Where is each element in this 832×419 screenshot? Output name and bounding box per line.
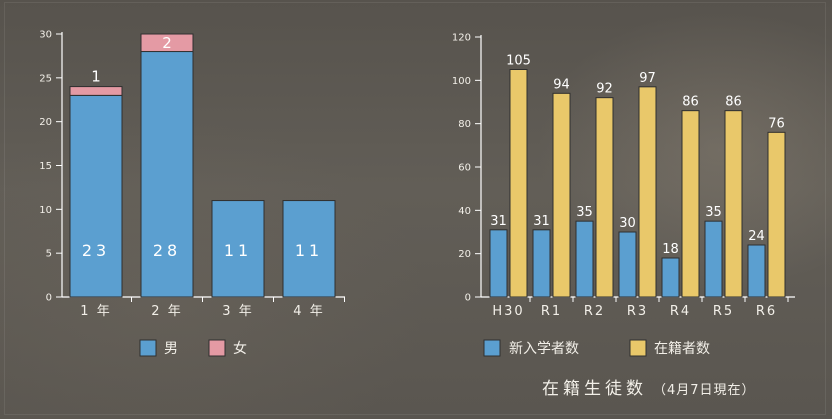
y-tick-label: 0 bbox=[46, 293, 52, 304]
bar-enrolled bbox=[595, 97, 614, 298]
bar-enrolled bbox=[681, 110, 700, 298]
legend-label-female: 女 bbox=[233, 340, 247, 357]
x-tick-label: R5 bbox=[713, 304, 734, 319]
x-tick-label: 4 年 bbox=[293, 304, 324, 319]
x-tick-label: 3 年 bbox=[222, 304, 253, 319]
data-label-female: 1 bbox=[91, 68, 101, 86]
y-tick-label: 20 bbox=[39, 117, 52, 128]
bar-new-students bbox=[618, 231, 637, 298]
y-tick-label: 100 bbox=[452, 76, 471, 87]
bar-new-students bbox=[575, 220, 594, 298]
caption-title: 在籍生徒数 bbox=[542, 379, 647, 399]
bar-male bbox=[211, 200, 265, 298]
bar-enrolled bbox=[509, 69, 528, 298]
bar-new-students bbox=[661, 257, 680, 298]
bar-enrolled bbox=[552, 92, 571, 298]
y-tick-label: 25 bbox=[39, 73, 52, 84]
data-label-male: 23 bbox=[82, 241, 110, 260]
data-label-enrolled: 92 bbox=[596, 82, 613, 97]
data-label-new-students: 24 bbox=[748, 229, 765, 244]
y-tick-label: 120 bbox=[452, 33, 471, 44]
x-tick-label: 1 年 bbox=[80, 304, 111, 319]
data-label-male: 11 bbox=[295, 241, 323, 260]
bar-new-students bbox=[532, 229, 551, 298]
y-tick-label: 10 bbox=[39, 205, 52, 216]
figure-frame bbox=[4, 2, 826, 415]
bar-female bbox=[140, 33, 194, 53]
chart-yearly-enrollment: 0 20 40 60 80 100 120 31 105 H30 31 94 R1 35 92 R2 30 97 R… bbox=[452, 33, 795, 357]
x-tick-label: 2 年 bbox=[151, 304, 182, 319]
bar-enrolled bbox=[638, 86, 657, 298]
x-tick-label: R1 bbox=[541, 304, 562, 319]
x-tick-label: H30 bbox=[492, 304, 524, 319]
data-label-enrolled: 94 bbox=[553, 77, 570, 92]
data-label-new-students: 31 bbox=[490, 214, 507, 229]
data-label-enrolled: 86 bbox=[682, 95, 699, 110]
bar-female bbox=[69, 86, 123, 96]
y-tick-label: 15 bbox=[39, 161, 52, 172]
bar-enrolled bbox=[724, 110, 743, 298]
x-tick-label: R6 bbox=[756, 304, 777, 319]
data-label-enrolled: 86 bbox=[725, 95, 742, 110]
data-label-new-students: 35 bbox=[705, 205, 722, 220]
legend-label-enrolled: 在籍者数 bbox=[654, 340, 710, 357]
data-label-new-students: 35 bbox=[576, 205, 593, 220]
data-label-enrolled: 76 bbox=[768, 116, 785, 131]
y-tick-label: 5 bbox=[46, 249, 52, 260]
data-label-new-students: 30 bbox=[619, 216, 636, 231]
bar-male bbox=[140, 51, 194, 298]
y-tick-label: 60 bbox=[458, 163, 471, 174]
legend-swatch-female bbox=[208, 339, 226, 357]
caption: 在籍生徒数 （4月7日現在） bbox=[542, 374, 756, 399]
legend-label-new-students: 新入学者数 bbox=[509, 341, 579, 357]
data-label-new-students: 18 bbox=[662, 242, 679, 257]
data-label-new-students: 31 bbox=[533, 214, 550, 229]
data-label-enrolled: 97 bbox=[639, 71, 656, 86]
x-tick-label: R2 bbox=[584, 304, 605, 319]
legend-label-male: 男 bbox=[164, 341, 178, 357]
y-tick-label: 30 bbox=[39, 30, 52, 41]
bar-new-students bbox=[704, 220, 723, 298]
y-tick-label: 0 bbox=[465, 293, 471, 304]
bar-new-students bbox=[489, 229, 508, 298]
legend-swatch-male bbox=[139, 339, 157, 357]
y-tick-label: 40 bbox=[458, 206, 471, 217]
legend-swatch-enrolled bbox=[629, 339, 647, 357]
legend-swatch-new-students bbox=[483, 339, 501, 357]
y-tick-label: 20 bbox=[458, 249, 471, 260]
x-tick-label: R3 bbox=[627, 304, 648, 319]
data-label-male: 28 bbox=[153, 241, 181, 260]
data-label-enrolled: 105 bbox=[506, 54, 531, 69]
caption-note: （4月7日現在） bbox=[653, 383, 756, 398]
data-label-male: 11 bbox=[224, 241, 252, 260]
y-tick-label: 80 bbox=[458, 119, 471, 130]
bar-enrolled bbox=[767, 131, 786, 298]
bar-male bbox=[282, 200, 336, 298]
data-label-female: 2 bbox=[162, 34, 172, 52]
chart-grade-enrollment: 0 5 10 15 20 25 30 23 1 1 年 28 2 2 年 11 3 年 11 4 年男 女 bbox=[39, 30, 345, 357]
x-tick-label: R4 bbox=[670, 304, 691, 319]
bar-new-students bbox=[747, 244, 766, 298]
bar-male bbox=[69, 94, 123, 298]
